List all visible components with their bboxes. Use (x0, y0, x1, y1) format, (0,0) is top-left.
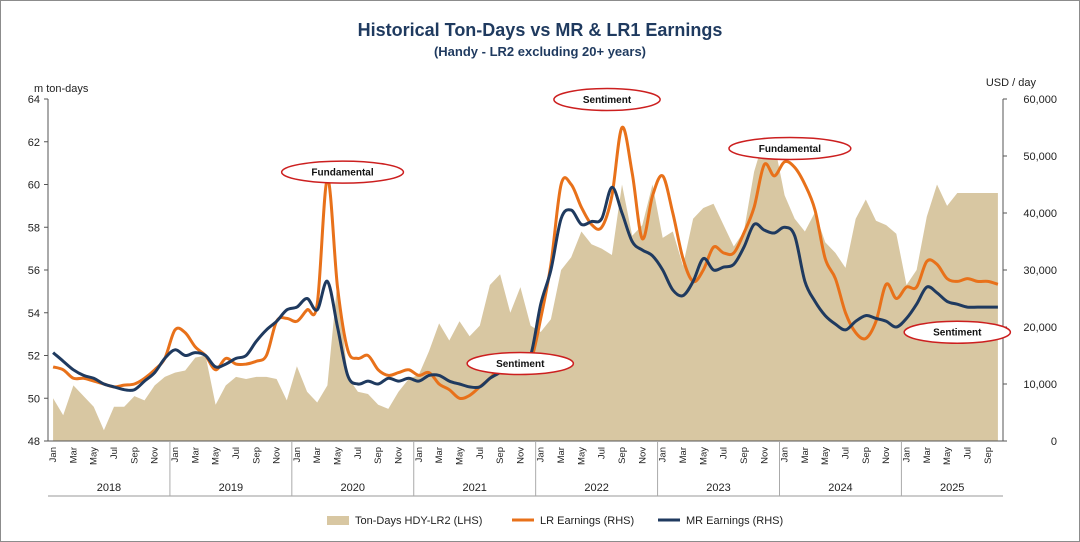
legend-label: MR Earnings (RHS) (686, 515, 783, 527)
month-tick-label: Jan (414, 447, 425, 462)
annotation-ellipse (466, 351, 575, 376)
month-tick-label: Sep (251, 447, 262, 464)
month-tick-label: Mar (556, 447, 567, 463)
annotation-ellipse (903, 320, 1012, 344)
right-tick-label: 10,000 (1023, 379, 1057, 391)
left-tick-label: 60 (28, 180, 40, 192)
month-tick-label: Mar (434, 447, 445, 463)
month-tick-label: Jan (170, 447, 181, 462)
legend: Ton-Days HDY-LR2 (LHS) LR Earnings (RHS) M… (327, 515, 783, 527)
month-tick-label: Nov (272, 447, 283, 464)
annotations-group: Fundamental Sentiment Sentiment Fundamental… (280, 87, 1012, 376)
month-tick-label: Sep (129, 447, 140, 464)
annotation-ellipse (553, 87, 661, 112)
year-label: 2021 (462, 482, 486, 494)
year-label: 2025 (940, 482, 964, 494)
right-tick-label: 50,000 (1023, 151, 1057, 163)
right-tick-label: 40,000 (1023, 208, 1057, 220)
year-label: 2023 (706, 482, 730, 494)
ton-days-area-group (53, 137, 998, 441)
month-tick-label: Jul (841, 447, 852, 459)
right-axis-label: USD / day (986, 77, 1037, 89)
month-tick-label: Mar (800, 447, 811, 463)
month-tick-label: Sep (983, 447, 994, 464)
right-tick-label: 20,000 (1023, 322, 1057, 334)
month-tick-label: Nov (394, 447, 405, 464)
month-tick-label: Mar (312, 447, 323, 463)
month-tick-label: May (333, 447, 344, 465)
chart-title: Historical Ton-Days vs MR & LR1 Earnings (357, 20, 723, 40)
month-tick-label: Mar (68, 447, 79, 463)
month-tick-label: May (576, 447, 587, 465)
right-tick-label: 60,000 (1023, 94, 1057, 106)
month-tick-label: Jul (597, 447, 608, 459)
month-tick-label: Nov (150, 447, 161, 464)
month-tick-label: Jan (901, 447, 912, 462)
chart-subtitle: (Handy - LR2 excluding 20+ years) (433, 44, 647, 59)
ton-days-area (53, 137, 998, 441)
axes-group: 48 50 52 54 56 58 60 62 64 0 10,000 20,000 30,000 40,… (28, 94, 1057, 497)
month-tick-label: Jul (719, 447, 730, 459)
month-tick-label: Sep (739, 447, 750, 464)
month-tick-label: Mar (922, 447, 933, 463)
legend-swatch-ton-days (327, 516, 349, 525)
left-tick-label: 50 (28, 393, 40, 405)
annotation-ellipse (280, 160, 405, 184)
month-tick-label: Jan (48, 447, 59, 462)
month-tick-label: Sep (495, 447, 506, 464)
year-label: 2020 (341, 482, 365, 494)
annotation-ellipse (728, 136, 852, 161)
month-tick-label: Nov (637, 447, 648, 464)
month-tick-label: Jan (292, 447, 303, 462)
month-tick-label: Jan (658, 447, 669, 462)
month-tick-label: Nov (759, 447, 770, 464)
month-tick-label: Nov (515, 447, 526, 464)
month-tick-label: Jul (231, 447, 242, 459)
year-label: 2018 (97, 482, 121, 494)
month-tick-label: Jul (962, 447, 973, 459)
annotation-label: Sentiment (933, 328, 982, 339)
month-tick-label: May (820, 447, 831, 465)
month-tick-label: May (454, 447, 465, 465)
year-label: 2019 (219, 482, 243, 494)
left-axis-label: m ton-days (34, 83, 89, 95)
left-tick-label: 58 (28, 222, 40, 234)
right-tick-label: 0 (1051, 436, 1057, 448)
month-tick-label: Sep (861, 447, 872, 464)
left-tick-label: 62 (28, 137, 40, 149)
month-tick-label: Nov (881, 447, 892, 464)
year-label: 2022 (584, 482, 608, 494)
month-tick-label: Mar (678, 447, 689, 463)
month-tick-label: Sep (373, 447, 384, 464)
month-tick-label: Jul (353, 447, 364, 459)
left-tick-label: 64 (28, 94, 40, 106)
annotation-label: Sentiment (583, 95, 632, 106)
month-tick-label: May (89, 447, 100, 465)
legend-label: Ton-Days HDY-LR2 (LHS) (355, 515, 482, 527)
left-tick-label: 48 (28, 436, 40, 448)
month-tick-label: Mar (190, 447, 201, 463)
month-tick-label: Jan (536, 447, 547, 462)
left-tick-label: 56 (28, 265, 40, 277)
left-tick-label: 52 (28, 351, 40, 363)
annotation-label: Sentiment (496, 359, 545, 370)
annotation-label: Fundamental (759, 144, 821, 155)
month-tick-label: May (698, 447, 709, 465)
right-tick-label: 30,000 (1023, 265, 1057, 277)
year-label: 2024 (828, 482, 852, 494)
legend-label: LR Earnings (RHS) (540, 515, 634, 527)
annotation-label: Fundamental (311, 168, 373, 179)
month-tick-label: May (942, 447, 953, 465)
month-tick-label: Jul (475, 447, 486, 459)
month-tick-label: May (211, 447, 222, 465)
month-tick-label: Jan (780, 447, 791, 462)
month-tick-label: Sep (617, 447, 628, 464)
month-tick-label: Jul (109, 447, 120, 459)
left-tick-label: 54 (28, 308, 40, 320)
